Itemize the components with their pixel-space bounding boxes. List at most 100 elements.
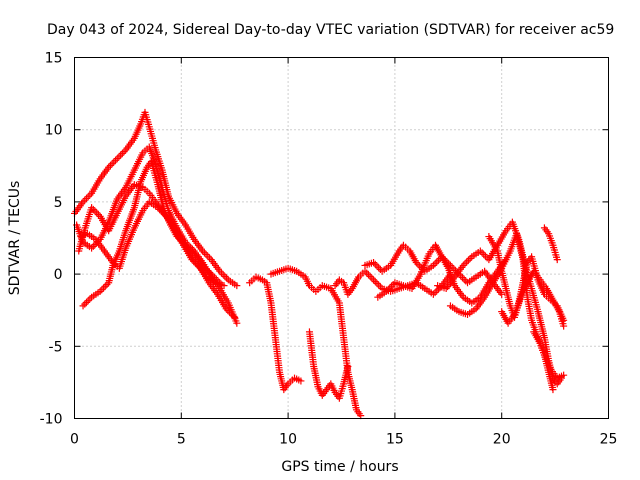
data-marker [82,194,90,202]
data-marker [205,268,213,276]
y-tick-label: 0 [54,267,63,283]
data-point [231,313,239,321]
data-marker [366,272,374,280]
data-marker [185,245,193,253]
data-marks-layer [71,108,568,420]
x-tick-label: 25 [600,432,618,448]
data-marker [209,272,217,280]
data-marker [86,295,94,303]
y-tick-label: 15 [45,51,63,67]
data-marker [433,287,441,295]
data-point [429,290,437,298]
data-point [199,261,207,269]
data-marker [224,306,232,314]
data-marker [389,280,397,288]
data-point [113,155,121,163]
data-marker [84,297,92,305]
x-tick-label: 15 [386,432,404,448]
data-marker [202,250,210,258]
data-marker [115,153,123,161]
data-marker [375,281,383,289]
data-marker [227,310,235,318]
x-tick-label: 0 [70,432,79,448]
data-point [88,204,96,212]
data-marker [480,250,488,258]
data-marker [82,298,90,306]
data-marker [386,284,394,292]
data-marker [81,300,89,308]
y-tick-label: 10 [45,123,63,139]
data-point [412,259,420,267]
data-point [370,276,378,284]
data-marker [431,289,439,297]
data-marker [103,280,111,288]
data-marker [176,236,184,244]
data-point [498,290,506,298]
data-marker [91,207,99,215]
data-marker [84,193,92,201]
data-point [79,198,87,206]
data-point [220,282,228,290]
data-marker [93,209,101,217]
y-tick-label: 5 [54,195,63,211]
data-point [88,244,96,252]
data-marker [416,262,424,270]
data-marker [183,243,191,251]
data-marker [187,246,195,254]
grid-layer [74,57,609,419]
data-marker [106,162,114,170]
data-marker [219,271,227,279]
data-marker [363,269,371,277]
data-point [233,319,241,327]
data-point [344,363,352,371]
data-marker [373,279,381,287]
data-marker [463,258,471,266]
y-tick-label: -5 [49,339,63,355]
chart-title: Day 043 of 2024, Sidereal Day-to-day VTE… [47,22,614,38]
data-marker [190,257,198,265]
data-marker [214,277,222,285]
data-marker [460,275,468,283]
data-marker [86,191,94,199]
data-marker [180,239,188,247]
data-marker [464,256,472,264]
data-point [96,287,104,295]
data-marker [89,205,97,213]
data-point [182,241,190,249]
data-marker [112,156,120,164]
data-marker [478,249,486,257]
data-point [154,204,162,212]
data-marker [431,260,439,268]
data-marker [191,259,199,267]
data-point [173,233,181,241]
x-tick-label: 5 [177,432,186,448]
data-point [297,377,305,385]
x-tick-label: 20 [493,432,511,448]
data-marker [368,274,376,282]
data-marker [81,196,89,204]
data-marker [98,286,106,294]
data-marker [364,271,372,279]
data-marker [458,274,466,282]
data-marker [175,234,183,242]
data-point [79,302,87,310]
data-marker [461,260,469,268]
data-point [553,256,561,264]
data-marker [376,283,384,291]
data-marker [481,252,489,260]
data-marker [226,308,234,316]
data-marker [211,274,219,282]
data-marker [178,238,186,246]
data-point [549,386,557,394]
data-marker [384,286,392,294]
data-marker [229,312,237,320]
data-marker [118,149,126,157]
x-axis-label: GPS time / hours [281,459,398,475]
data-point [207,270,215,278]
data-point [222,305,230,313]
data-marker [117,151,125,159]
data-point [357,412,365,420]
data-point [216,267,224,275]
data-marker [371,278,379,286]
